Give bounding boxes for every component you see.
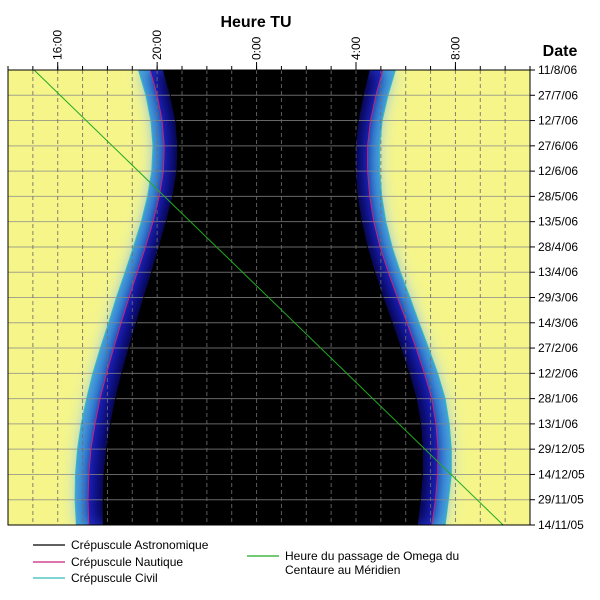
y-tick-label: 27/6/06 bbox=[538, 139, 578, 153]
y-tick-label: 12/7/06 bbox=[538, 114, 578, 128]
y-tick-label: 28/5/06 bbox=[538, 189, 578, 203]
x-tick-label: 16:00 bbox=[51, 30, 65, 60]
astronomical-morning-line bbox=[354, 70, 423, 525]
astronomical-evening-line bbox=[102, 70, 179, 525]
y-tick-label: 12/6/06 bbox=[538, 164, 578, 178]
plot-area bbox=[8, 70, 530, 525]
civil-evening-line bbox=[74, 70, 154, 525]
x-axis-title: Heure TU bbox=[220, 14, 291, 31]
y-tick-label: 13/5/06 bbox=[538, 215, 578, 229]
x-tick-label: 8:00 bbox=[448, 36, 462, 60]
legend-label: Crépuscule Civil bbox=[71, 571, 158, 585]
nautical-morning-line bbox=[367, 70, 439, 525]
y-tick-label: 14/11/05 bbox=[538, 518, 584, 532]
y-tick-label: 29/3/06 bbox=[538, 291, 578, 305]
y-tick-label: 28/4/06 bbox=[538, 240, 578, 254]
y-tick-label: 13/1/06 bbox=[538, 417, 578, 431]
nautical-evening-line bbox=[87, 70, 165, 525]
y-tick-label: 12/2/06 bbox=[538, 366, 578, 380]
y-tick-label: 29/11/05 bbox=[538, 493, 584, 507]
y-tick-label: 27/7/06 bbox=[538, 88, 578, 102]
y-tick-label: 14/12/05 bbox=[538, 467, 585, 481]
meridian-transit-line bbox=[33, 70, 504, 525]
x-tick-label: 0:00 bbox=[250, 36, 264, 60]
legend-label: Crépuscule Nautique bbox=[71, 555, 183, 569]
x-axis: 16:00 20:00 0:00 4:00 8:00 bbox=[7, 30, 531, 70]
y-axis-title: Date bbox=[543, 43, 578, 60]
y-tick-label: 13/4/06 bbox=[538, 265, 578, 279]
y-tick-label: 11/8/06 bbox=[538, 63, 577, 77]
y-tick-label: 29/12/05 bbox=[538, 442, 585, 456]
y-tick-label: 14/3/06 bbox=[538, 316, 578, 330]
legend-label: Crépuscule Astronomique bbox=[71, 538, 209, 552]
x-tick-label: 20:00 bbox=[150, 30, 164, 60]
civil-morning-line bbox=[379, 70, 452, 525]
x-tick-label: 4:00 bbox=[349, 36, 363, 60]
y-tick-label: 27/2/06 bbox=[538, 341, 578, 355]
legend-label: Heure du passage de Omega du Centaure au … bbox=[285, 549, 459, 577]
y-axis: 11/8/06 27/7/06 12/7/06 27/6/06 12/6/06 28/5/… bbox=[530, 63, 585, 532]
legend: Crépuscule Astronomique Crépuscule Nautiq… bbox=[33, 538, 459, 585]
y-tick-label: 28/1/06 bbox=[538, 392, 578, 406]
